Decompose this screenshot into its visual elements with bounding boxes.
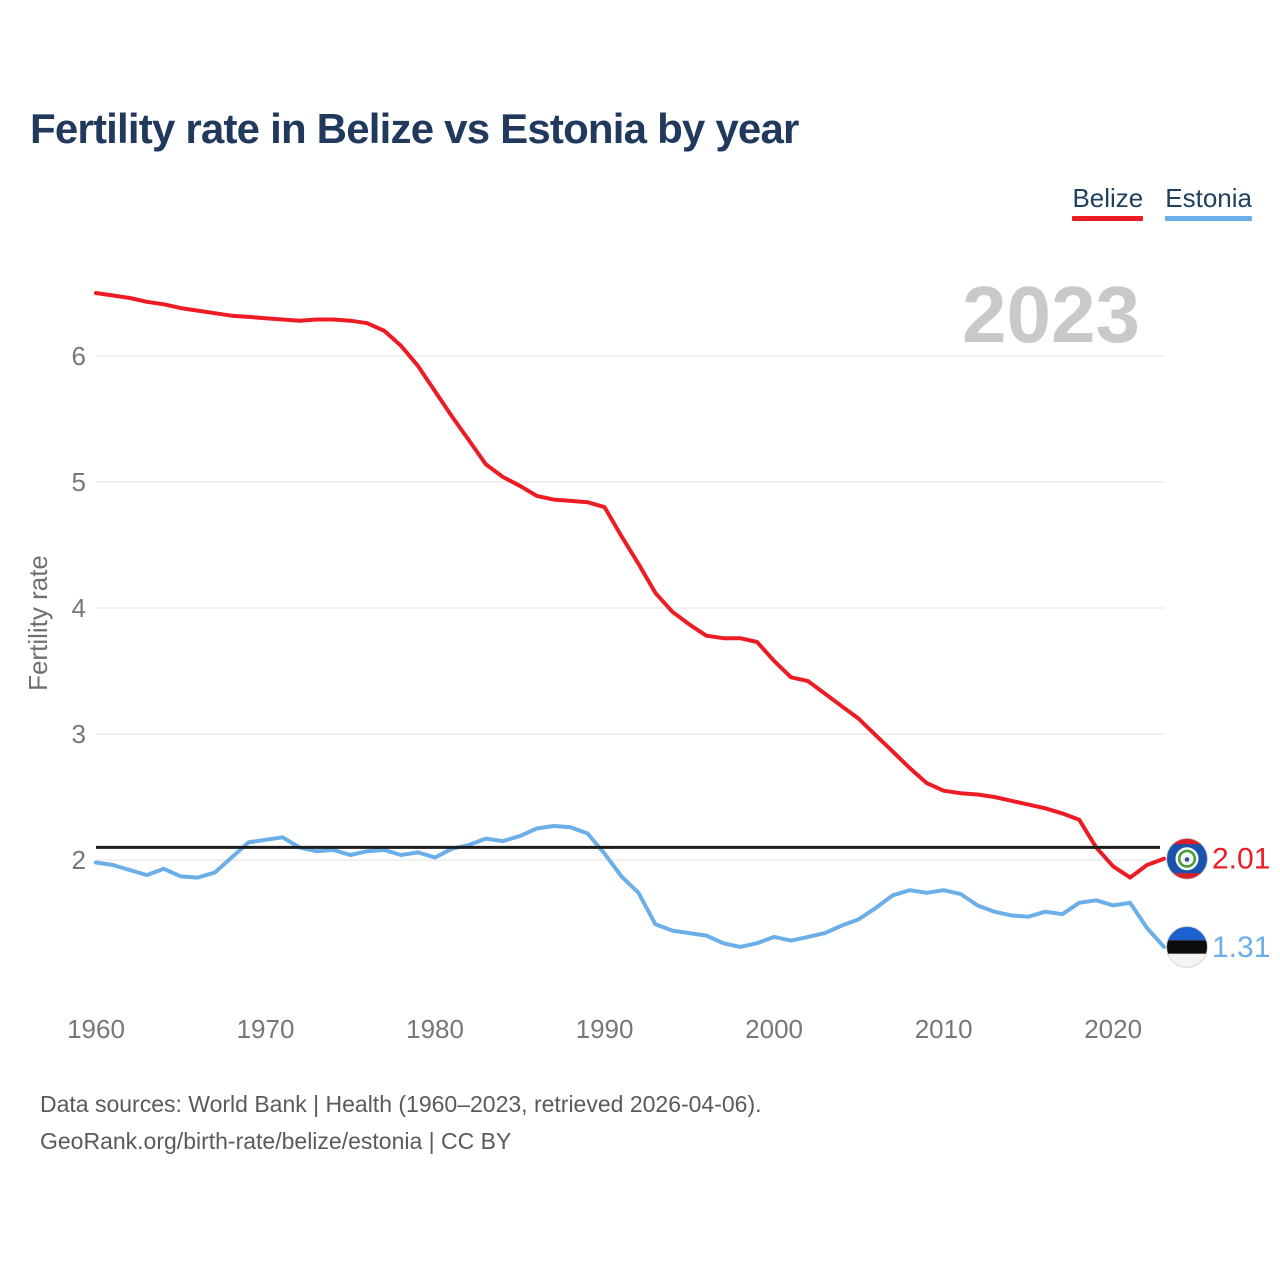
gridlines <box>96 355 1164 861</box>
belize-flag-icon <box>1166 837 1208 880</box>
legend-underline-estonia <box>1165 216 1252 222</box>
y-tick-2: 2 <box>72 845 86 875</box>
x-tick-1960: 1960 <box>67 1014 125 1044</box>
legend-underline-belize <box>1072 216 1144 222</box>
legend-label-belize: Belize <box>1072 183 1144 213</box>
legend-label-estonia: Estonia <box>1165 183 1252 213</box>
chart-title: Fertility rate in Belize vs Estonia by y… <box>30 105 799 152</box>
footer-attribution: GeoRank.org/birth-rate/belize/estonia | … <box>40 1128 512 1154</box>
estonia-line <box>94 824 1166 949</box>
legend: Belize Estonia <box>1072 183 1252 222</box>
series-lines <box>94 291 1166 949</box>
y-tick-5: 5 <box>72 467 86 497</box>
x-tick-1970: 1970 <box>237 1014 295 1044</box>
x-tick-labels: 1960 1970 1980 1990 2000 2010 2020 <box>67 1014 1142 1044</box>
x-tick-2000: 2000 <box>745 1014 803 1044</box>
y-tick-4: 4 <box>72 593 86 623</box>
estonia-flag-icon <box>1166 925 1208 968</box>
watermark-year: 2023 <box>962 270 1140 359</box>
legend-item-estonia[interactable]: Estonia <box>1165 183 1252 222</box>
x-tick-1980: 1980 <box>406 1014 464 1044</box>
belize-line <box>94 291 1166 880</box>
x-tick-2020: 2020 <box>1084 1014 1142 1044</box>
y-tick-3: 3 <box>72 719 86 749</box>
x-tick-1990: 1990 <box>576 1014 634 1044</box>
footer-sources: Data sources: World Bank | Health (1960–… <box>40 1091 762 1117</box>
legend-item-belize[interactable]: Belize <box>1072 183 1144 222</box>
x-tick-2010: 2010 <box>915 1014 973 1044</box>
belize-end-value: 2.01 <box>1212 843 1270 876</box>
estonia-end-value: 1.31 <box>1212 931 1270 964</box>
y-axis-label: Fertility rate <box>23 555 53 691</box>
y-tick-6: 6 <box>72 341 86 371</box>
y-tick-labels: 2 3 4 5 6 <box>72 341 86 875</box>
